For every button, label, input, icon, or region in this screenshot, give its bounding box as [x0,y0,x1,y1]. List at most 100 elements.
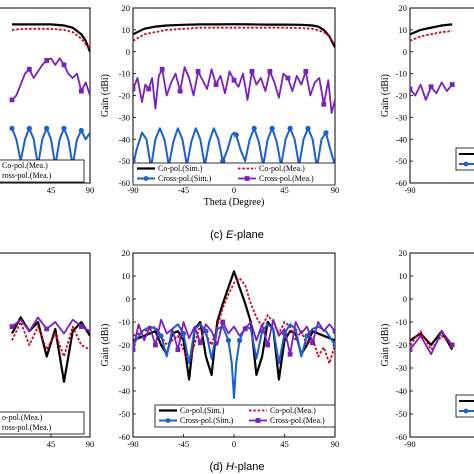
caption-plane-letter: H [226,461,234,473]
data-point [251,125,257,131]
legend-label: ross-pol.(Mea.) [2,423,52,432]
legend-box [455,147,474,171]
series-group [410,23,455,101]
data-point [265,342,271,348]
panel-d-center [132,252,336,438]
series-line-co-pol--mea-- [410,30,453,42]
data-point [177,88,183,94]
x-tick-label: 90 [331,185,340,195]
y-tick-label: 20 [399,3,408,13]
y-tick-label: -60 [119,432,130,442]
y-tick-label: -10 [119,69,130,79]
caption-plane-letter: E [226,229,234,241]
y-tick-label: -20 [119,340,130,350]
data-point [305,125,311,131]
series-group [9,316,90,383]
y-tick-label: -30 [396,112,407,122]
data-point [195,69,201,74]
legend-box [0,159,85,183]
legend-box [455,394,474,418]
data-point [249,69,255,74]
legend [132,162,336,186]
series-line-co-pol--mea-- [133,277,335,365]
y-tick-label: 0 [403,294,407,304]
data-point [133,86,136,92]
series-line-cross-pol--mea-- [133,318,335,356]
y-tick-label: -40 [396,386,407,396]
data-point [159,66,165,72]
legend-label: Cross-pol.(Sim.) [158,174,212,183]
y-tick-label: 10 [399,271,408,281]
data-point [61,62,67,68]
y-tick-label: -20 [119,91,130,101]
caption-suffix: -plane [234,461,265,473]
data-point [323,130,329,136]
series-line-co-pol--sim-- [11,316,90,383]
series-line-co-pol--sim-- [410,23,453,36]
data-point [158,333,164,339]
panel-d-right-partial [409,252,474,438]
panel-c-right-partial [409,7,474,184]
data-point [287,351,293,357]
data-point [78,324,84,329]
y-tick-label: -50 [396,409,407,419]
x-tick-label: 0 [232,185,236,195]
series-line-cross-pol--mea-- [11,316,90,335]
series-line-co-pol--mea-- [11,321,90,358]
data-point [175,347,181,352]
series-line-co-pol--sim-- [133,23,335,48]
data-point [133,347,136,352]
caption-c-plane: (c) E-plane [210,229,264,241]
data-point [197,340,203,346]
y-tick-label: 0 [126,294,130,304]
data-point [449,342,455,348]
series-line-cross-pol--mea-- [133,66,335,114]
x-tick-label: -90 [127,439,138,449]
data-point [9,324,15,329]
data-point [213,82,219,87]
y-tick-label: 10 [122,271,131,281]
series-line-co-pol--mea-- [133,26,335,46]
legend-label: Co-pol.(Sim.) [180,406,225,415]
data-point [146,86,152,92]
y-tick-label: 20 [122,248,131,258]
data-point [78,127,84,134]
data-point [269,125,275,131]
x-tick-label: 90 [86,185,95,195]
x-tick-label: -45 [178,185,189,195]
data-point [225,337,231,343]
y-tick-label: -60 [396,178,407,188]
data-point [78,88,84,94]
legend-marker [165,418,171,423]
data-point [231,77,237,83]
y-tick-label: -10 [119,317,130,327]
data-point [26,125,32,131]
x-tick-label: 45 [47,185,56,195]
series-line-co-pol--sim-- [12,23,90,53]
legend-label: Cross-pol.(Sim.) [180,416,234,425]
x-tick-label: 45 [47,439,56,449]
data-point [9,97,15,103]
y-tick-label: -40 [396,134,407,144]
legend-marker [463,161,469,167]
x-tick-label: -90 [127,185,138,195]
y-tick-label: 20 [122,3,131,13]
legend-label: Cross-pol.(Mea.) [270,416,325,425]
caption-prefix: (d) [209,461,226,473]
legend-partial-right [455,394,474,418]
panel-c-center [132,7,336,184]
y-tick-label: -50 [119,156,130,166]
y-tick-label: -50 [119,409,130,419]
data-point [44,326,50,332]
data-point [233,132,239,138]
data-point [303,69,309,74]
data-point [9,125,15,131]
legend-marker [255,418,261,423]
legend-marker [143,176,149,181]
series-group [9,23,90,167]
data-point [61,125,67,131]
caption-d-plane: (d) H-plane [209,461,264,473]
data-point [285,75,291,81]
legend-label: ross-pol.(Mea.) [2,171,52,180]
